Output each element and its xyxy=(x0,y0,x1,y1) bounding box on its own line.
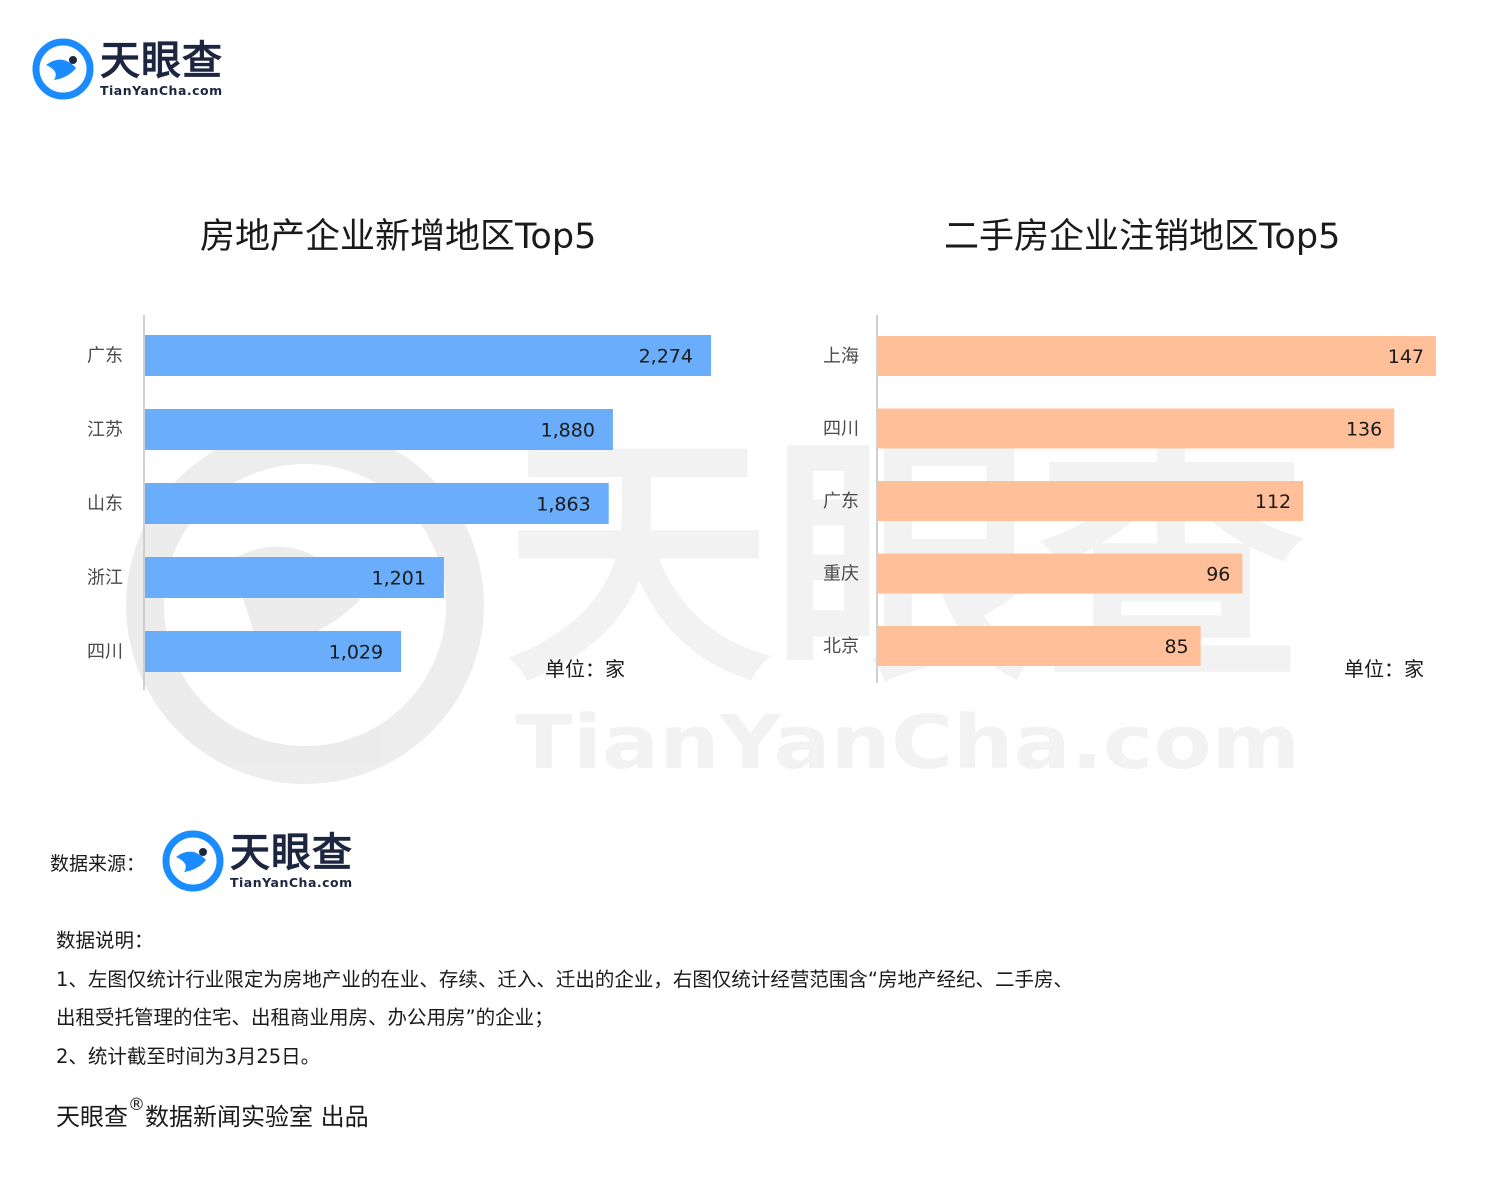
notes-line-3: 2、统计截至时间为3月25日。 xyxy=(56,1044,321,1068)
notes-line-2: 出租受托管理的住宅、出租商业用房、办公用房”的企业； xyxy=(56,1006,554,1029)
credit-rest: 数据新闻实验室 出品 xyxy=(145,1103,369,1131)
bar xyxy=(878,408,1395,449)
right-chart-title: 二手房企业注销地区Top5 xyxy=(944,217,1341,257)
category-label: 四川 xyxy=(823,419,859,440)
value-label: 1,201 xyxy=(372,568,426,590)
category-label: 四川 xyxy=(87,642,123,663)
category-label: 江苏 xyxy=(87,420,123,441)
category-label: 广东 xyxy=(823,491,859,512)
value-label: 85 xyxy=(1164,636,1188,658)
category-label: 广东 xyxy=(87,346,123,367)
value-label: 147 xyxy=(1388,346,1424,368)
right-unit-label: 单位：家 xyxy=(1344,657,1424,681)
tianyancha-logo-icon xyxy=(162,830,224,892)
value-label: 1,863 xyxy=(536,494,590,516)
source-brand-name-en: TianYanCha.com xyxy=(230,874,353,890)
value-label: 2,274 xyxy=(639,346,693,368)
value-label: 112 xyxy=(1255,491,1291,513)
bar xyxy=(878,336,1436,376)
category-label: 北京 xyxy=(823,636,859,657)
notes-line-1: 1、左图仅统计行业限定为房地产业的在业、存续、迁入、迁出的企业，右图仅统计经营范… xyxy=(56,967,1074,991)
brand-logo: 天眼查 TianYanCha.com xyxy=(32,38,223,100)
registered-mark: ® xyxy=(128,1095,145,1115)
category-label: 重庆 xyxy=(823,564,859,585)
credit-line: 天眼查®数据新闻实验室 出品 xyxy=(56,1095,369,1132)
bar xyxy=(145,631,402,672)
value-label: 1,029 xyxy=(329,642,383,664)
right-bar-chart: 上海 147 四川 136 广东 112 重庆 96 北京 85 xyxy=(823,315,1436,683)
value-label: 96 xyxy=(1206,564,1230,586)
notes-heading: 数据说明： xyxy=(56,929,154,952)
value-label: 1,880 xyxy=(541,420,595,442)
data-source-label: 数据来源： xyxy=(50,853,146,875)
bar xyxy=(878,553,1243,594)
bar xyxy=(145,335,711,376)
watermark-text-en: TianYanCha.com xyxy=(515,700,1300,786)
category-label: 上海 xyxy=(823,346,859,367)
bar xyxy=(145,483,609,524)
bar xyxy=(145,409,613,450)
bar xyxy=(145,557,444,598)
credit-brand: 天眼查 xyxy=(56,1103,128,1131)
left-unit-label: 单位：家 xyxy=(545,657,625,681)
left-bar-chart: 广东 2,274 江苏 1,880 山东 1,863 浙江 1,201 四川 1,029 xyxy=(87,315,711,690)
bar xyxy=(878,626,1201,666)
value-label: 136 xyxy=(1346,419,1382,441)
source-brand-name-cn: 天眼查 xyxy=(230,829,353,876)
brand-name-cn: 天眼查 xyxy=(100,37,223,84)
tianyancha-logo-icon xyxy=(32,38,94,100)
source-brand-logo: 天眼查 TianYanCha.com xyxy=(162,830,353,892)
bar xyxy=(878,481,1304,521)
left-chart-title: 房地产企业新增地区Top5 xyxy=(200,217,597,257)
category-label: 山东 xyxy=(87,494,123,515)
data-notes: 数据说明： 1、左图仅统计行业限定为房地产业的在业、存续、迁入、迁出的企业，右图… xyxy=(56,922,1073,1076)
category-label: 浙江 xyxy=(87,568,123,589)
brand-name-en: TianYanCha.com xyxy=(100,82,223,98)
